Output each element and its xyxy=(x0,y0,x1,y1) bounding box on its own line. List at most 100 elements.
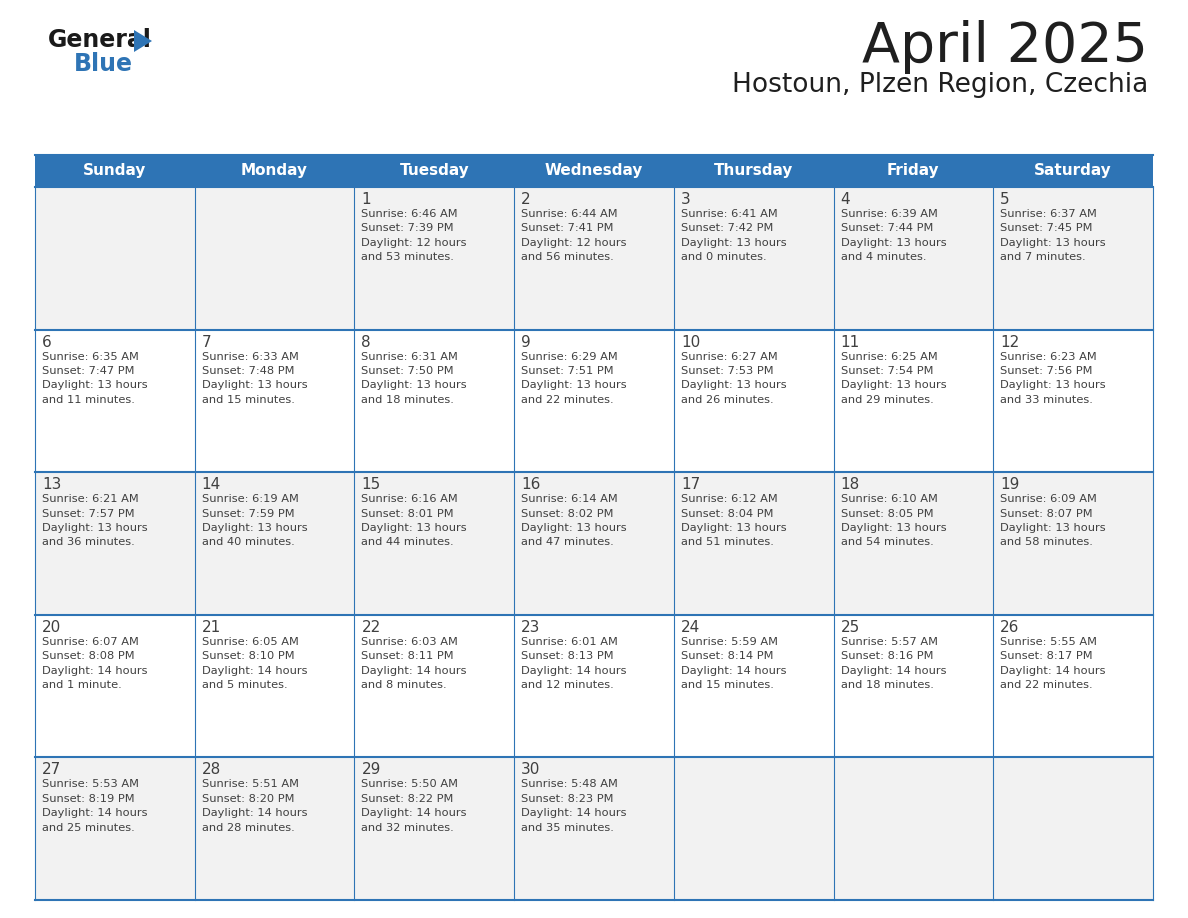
Text: Sunrise: 6:37 AM
Sunset: 7:45 PM
Daylight: 13 hours
and 7 minutes.: Sunrise: 6:37 AM Sunset: 7:45 PM Dayligh… xyxy=(1000,209,1106,263)
Bar xyxy=(354,330,514,472)
Text: 17: 17 xyxy=(681,477,700,492)
Polygon shape xyxy=(134,30,152,52)
Text: Sunrise: 6:14 AM
Sunset: 8:02 PM
Daylight: 13 hours
and 47 minutes.: Sunrise: 6:14 AM Sunset: 8:02 PM Dayligh… xyxy=(522,494,627,547)
Bar xyxy=(993,187,1154,330)
Text: Sunrise: 5:53 AM
Sunset: 8:19 PM
Daylight: 14 hours
and 25 minutes.: Sunrise: 5:53 AM Sunset: 8:19 PM Dayligh… xyxy=(42,779,147,833)
Text: Sunrise: 5:57 AM
Sunset: 8:16 PM
Daylight: 14 hours
and 18 minutes.: Sunrise: 5:57 AM Sunset: 8:16 PM Dayligh… xyxy=(841,637,946,690)
Bar xyxy=(195,472,354,615)
Text: Tuesday: Tuesday xyxy=(399,163,469,178)
Bar xyxy=(354,757,514,900)
Text: 22: 22 xyxy=(361,620,380,635)
Bar xyxy=(354,472,514,615)
Bar xyxy=(993,615,1154,757)
Text: Sunrise: 6:07 AM
Sunset: 8:08 PM
Daylight: 14 hours
and 1 minute.: Sunrise: 6:07 AM Sunset: 8:08 PM Dayligh… xyxy=(42,637,147,690)
Text: Sunrise: 6:41 AM
Sunset: 7:42 PM
Daylight: 13 hours
and 0 minutes.: Sunrise: 6:41 AM Sunset: 7:42 PM Dayligh… xyxy=(681,209,786,263)
Text: Sunrise: 6:09 AM
Sunset: 8:07 PM
Daylight: 13 hours
and 58 minutes.: Sunrise: 6:09 AM Sunset: 8:07 PM Dayligh… xyxy=(1000,494,1106,547)
Text: Sunrise: 5:48 AM
Sunset: 8:23 PM
Daylight: 14 hours
and 35 minutes.: Sunrise: 5:48 AM Sunset: 8:23 PM Dayligh… xyxy=(522,779,626,833)
Bar xyxy=(354,615,514,757)
Bar xyxy=(514,615,674,757)
Bar xyxy=(834,472,993,615)
Bar xyxy=(993,472,1154,615)
Text: Sunrise: 5:51 AM
Sunset: 8:20 PM
Daylight: 14 hours
and 28 minutes.: Sunrise: 5:51 AM Sunset: 8:20 PM Dayligh… xyxy=(202,779,308,833)
Text: Blue: Blue xyxy=(74,52,133,76)
Text: Sunrise: 6:44 AM
Sunset: 7:41 PM
Daylight: 12 hours
and 56 minutes.: Sunrise: 6:44 AM Sunset: 7:41 PM Dayligh… xyxy=(522,209,626,263)
Text: 30: 30 xyxy=(522,763,541,778)
Text: Sunrise: 6:19 AM
Sunset: 7:59 PM
Daylight: 13 hours
and 40 minutes.: Sunrise: 6:19 AM Sunset: 7:59 PM Dayligh… xyxy=(202,494,308,547)
Text: 6: 6 xyxy=(42,334,52,350)
Text: Sunrise: 6:35 AM
Sunset: 7:47 PM
Daylight: 13 hours
and 11 minutes.: Sunrise: 6:35 AM Sunset: 7:47 PM Dayligh… xyxy=(42,352,147,405)
Text: Thursday: Thursday xyxy=(714,163,794,178)
Bar xyxy=(674,187,834,330)
Text: Wednesday: Wednesday xyxy=(545,163,643,178)
Bar xyxy=(514,187,674,330)
Bar xyxy=(34,615,195,757)
Text: 28: 28 xyxy=(202,763,221,778)
Bar xyxy=(674,330,834,472)
Bar xyxy=(195,187,354,330)
Bar xyxy=(834,615,993,757)
Text: 29: 29 xyxy=(361,763,381,778)
Text: 19: 19 xyxy=(1000,477,1019,492)
Text: 18: 18 xyxy=(841,477,860,492)
Text: Sunrise: 6:29 AM
Sunset: 7:51 PM
Daylight: 13 hours
and 22 minutes.: Sunrise: 6:29 AM Sunset: 7:51 PM Dayligh… xyxy=(522,352,627,405)
Text: 16: 16 xyxy=(522,477,541,492)
Bar xyxy=(674,472,834,615)
Text: April 2025: April 2025 xyxy=(862,20,1148,74)
Text: Hostoun, Plzen Region, Czechia: Hostoun, Plzen Region, Czechia xyxy=(732,72,1148,98)
Text: Sunrise: 6:27 AM
Sunset: 7:53 PM
Daylight: 13 hours
and 26 minutes.: Sunrise: 6:27 AM Sunset: 7:53 PM Dayligh… xyxy=(681,352,786,405)
Text: 25: 25 xyxy=(841,620,860,635)
Text: 8: 8 xyxy=(361,334,371,350)
Text: Sunrise: 6:25 AM
Sunset: 7:54 PM
Daylight: 13 hours
and 29 minutes.: Sunrise: 6:25 AM Sunset: 7:54 PM Dayligh… xyxy=(841,352,946,405)
Text: 23: 23 xyxy=(522,620,541,635)
Text: Sunrise: 5:50 AM
Sunset: 8:22 PM
Daylight: 14 hours
and 32 minutes.: Sunrise: 5:50 AM Sunset: 8:22 PM Dayligh… xyxy=(361,779,467,833)
Text: 24: 24 xyxy=(681,620,700,635)
Bar xyxy=(34,155,1154,187)
Bar xyxy=(834,330,993,472)
Bar xyxy=(195,757,354,900)
Bar xyxy=(834,757,993,900)
Text: 14: 14 xyxy=(202,477,221,492)
Text: 10: 10 xyxy=(681,334,700,350)
Text: Saturday: Saturday xyxy=(1035,163,1112,178)
Text: Sunrise: 6:10 AM
Sunset: 8:05 PM
Daylight: 13 hours
and 54 minutes.: Sunrise: 6:10 AM Sunset: 8:05 PM Dayligh… xyxy=(841,494,946,547)
Text: 21: 21 xyxy=(202,620,221,635)
Text: General: General xyxy=(48,28,152,52)
Text: Sunrise: 5:55 AM
Sunset: 8:17 PM
Daylight: 14 hours
and 22 minutes.: Sunrise: 5:55 AM Sunset: 8:17 PM Dayligh… xyxy=(1000,637,1106,690)
Text: Sunrise: 6:03 AM
Sunset: 8:11 PM
Daylight: 14 hours
and 8 minutes.: Sunrise: 6:03 AM Sunset: 8:11 PM Dayligh… xyxy=(361,637,467,690)
Text: Sunrise: 6:12 AM
Sunset: 8:04 PM
Daylight: 13 hours
and 51 minutes.: Sunrise: 6:12 AM Sunset: 8:04 PM Dayligh… xyxy=(681,494,786,547)
Text: Sunrise: 5:59 AM
Sunset: 8:14 PM
Daylight: 14 hours
and 15 minutes.: Sunrise: 5:59 AM Sunset: 8:14 PM Dayligh… xyxy=(681,637,786,690)
Text: Sunrise: 6:39 AM
Sunset: 7:44 PM
Daylight: 13 hours
and 4 minutes.: Sunrise: 6:39 AM Sunset: 7:44 PM Dayligh… xyxy=(841,209,946,263)
Text: Friday: Friday xyxy=(887,163,940,178)
Text: 5: 5 xyxy=(1000,192,1010,207)
Text: 11: 11 xyxy=(841,334,860,350)
Text: Sunrise: 6:23 AM
Sunset: 7:56 PM
Daylight: 13 hours
and 33 minutes.: Sunrise: 6:23 AM Sunset: 7:56 PM Dayligh… xyxy=(1000,352,1106,405)
Bar xyxy=(674,615,834,757)
Text: Sunrise: 6:31 AM
Sunset: 7:50 PM
Daylight: 13 hours
and 18 minutes.: Sunrise: 6:31 AM Sunset: 7:50 PM Dayligh… xyxy=(361,352,467,405)
Text: 9: 9 xyxy=(522,334,531,350)
Bar xyxy=(993,330,1154,472)
Text: Sunday: Sunday xyxy=(83,163,146,178)
Text: 1: 1 xyxy=(361,192,371,207)
Text: 20: 20 xyxy=(42,620,62,635)
Text: 26: 26 xyxy=(1000,620,1019,635)
Text: 15: 15 xyxy=(361,477,380,492)
Bar xyxy=(34,757,195,900)
Bar xyxy=(834,187,993,330)
Bar xyxy=(514,472,674,615)
Text: 12: 12 xyxy=(1000,334,1019,350)
Text: 3: 3 xyxy=(681,192,690,207)
Text: Sunrise: 6:16 AM
Sunset: 8:01 PM
Daylight: 13 hours
and 44 minutes.: Sunrise: 6:16 AM Sunset: 8:01 PM Dayligh… xyxy=(361,494,467,547)
Bar xyxy=(674,757,834,900)
Text: 4: 4 xyxy=(841,192,851,207)
Bar xyxy=(34,330,195,472)
Bar xyxy=(195,615,354,757)
Text: Sunrise: 6:33 AM
Sunset: 7:48 PM
Daylight: 13 hours
and 15 minutes.: Sunrise: 6:33 AM Sunset: 7:48 PM Dayligh… xyxy=(202,352,308,405)
Text: 13: 13 xyxy=(42,477,62,492)
Bar xyxy=(514,330,674,472)
Text: Sunrise: 6:05 AM
Sunset: 8:10 PM
Daylight: 14 hours
and 5 minutes.: Sunrise: 6:05 AM Sunset: 8:10 PM Dayligh… xyxy=(202,637,308,690)
Text: Sunrise: 6:46 AM
Sunset: 7:39 PM
Daylight: 12 hours
and 53 minutes.: Sunrise: 6:46 AM Sunset: 7:39 PM Dayligh… xyxy=(361,209,467,263)
Bar xyxy=(993,757,1154,900)
Bar xyxy=(34,472,195,615)
Text: Sunrise: 6:21 AM
Sunset: 7:57 PM
Daylight: 13 hours
and 36 minutes.: Sunrise: 6:21 AM Sunset: 7:57 PM Dayligh… xyxy=(42,494,147,547)
Bar xyxy=(354,187,514,330)
